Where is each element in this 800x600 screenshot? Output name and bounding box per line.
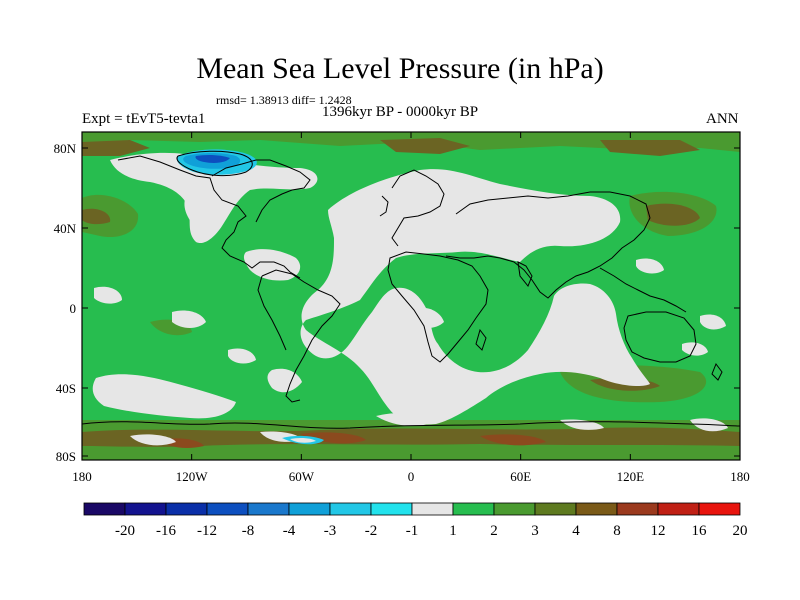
- colorbar-label: 2: [490, 523, 498, 539]
- colorbar-swatch: [575, 502, 618, 516]
- colorbar-label: -12: [197, 523, 217, 539]
- colorbar-swatch: [124, 502, 167, 516]
- colorbar-swatch: [493, 502, 536, 516]
- map-area: [82, 132, 740, 460]
- colorbar-label: -16: [156, 523, 176, 539]
- colorbar-label: -8: [242, 523, 255, 539]
- colorbar-swatch: [370, 502, 413, 516]
- colorbar-label: -20: [115, 523, 135, 539]
- stats-label: rmsd= 1.38913 diff= 1.2428: [216, 93, 352, 107]
- colorbar-label: 3: [531, 523, 539, 539]
- colorbar-swatch: [657, 502, 700, 516]
- season-label: ANN: [706, 111, 739, 127]
- negative-regions: [176, 149, 324, 445]
- colorbar-label: 1: [449, 523, 457, 539]
- colorbar-label: 16: [692, 523, 708, 539]
- y-tick-label: 80S: [56, 449, 76, 464]
- colorbar-label: 20: [733, 523, 748, 539]
- colorbar-swatch: [288, 502, 331, 516]
- positive-strong-regions: [82, 138, 740, 447]
- near-zero-regions: [92, 152, 728, 446]
- experiment-label: Expt = tEvT5-tevta1: [82, 111, 206, 127]
- x-tick-label: 180: [730, 469, 750, 484]
- colorbar-swatch: [452, 502, 495, 516]
- colorbar-swatch: [329, 502, 372, 516]
- x-axis: 180 120W 60W 0 60E 120E 180: [72, 132, 750, 484]
- y-axis: 80N 40N 0 40S 80S: [54, 141, 740, 464]
- x-tick-label: 180: [72, 469, 92, 484]
- colorbar-label: -1: [406, 523, 419, 539]
- colorbar: -20 -16 -12 -8 -4 -3 -2 -1 1 2 3 4 8 12 16 20: [83, 502, 748, 539]
- colorbar-swatch: [411, 502, 454, 516]
- coastlines: [82, 150, 740, 429]
- figure-title: Mean Sea Level Pressure (in hPa): [196, 52, 604, 85]
- colorbar-swatch: [247, 502, 290, 516]
- period-label: 1396kyr BP - 0000kyr BP: [322, 104, 479, 120]
- y-tick-label: 80N: [54, 141, 77, 156]
- x-tick-label: 120W: [176, 469, 209, 484]
- x-tick-label: 120E: [617, 469, 645, 484]
- colorbar-swatch: [698, 502, 741, 516]
- y-tick-label: 0: [70, 301, 77, 316]
- colorbar-swatch: [616, 502, 659, 516]
- colorbar-label: 8: [613, 523, 621, 539]
- x-tick-label: 0: [408, 469, 415, 484]
- colorbar-label: -3: [324, 523, 337, 539]
- colorbar-swatch: [83, 502, 126, 516]
- colorbar-label: -4: [283, 523, 296, 539]
- colorbar-swatch: [534, 502, 577, 516]
- y-tick-label: 40N: [54, 221, 77, 236]
- x-tick-label: 60E: [510, 469, 531, 484]
- x-tick-label: 60W: [289, 469, 315, 484]
- y-tick-label: 40S: [56, 381, 76, 396]
- colorbar-label: -2: [365, 523, 378, 539]
- colorbar-swatch: [206, 502, 249, 516]
- colorbar-swatch: [165, 502, 208, 516]
- colorbar-label: 4: [572, 523, 580, 539]
- colorbar-label: 12: [651, 523, 666, 539]
